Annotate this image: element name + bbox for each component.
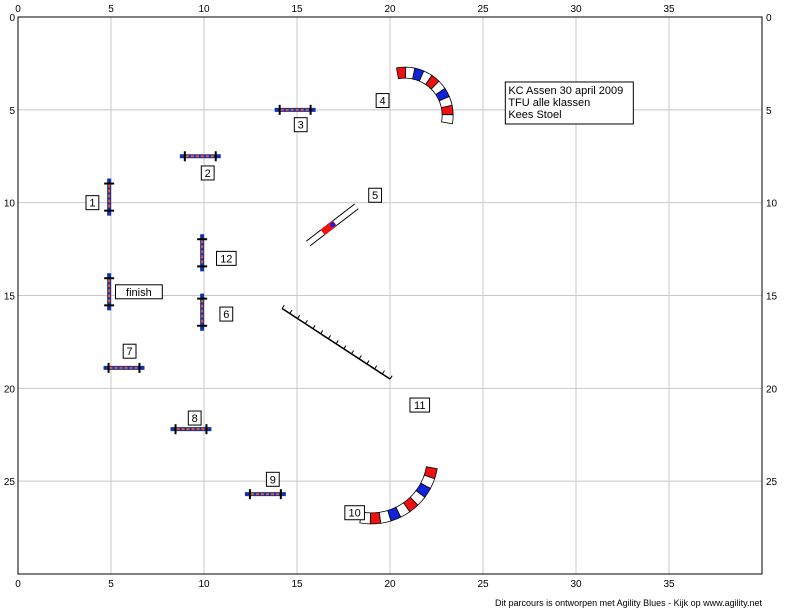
hurdle-6 xyxy=(197,293,208,331)
hurdle-label-12: 12 xyxy=(216,250,237,266)
x-tick-label-top: 30 xyxy=(570,4,582,15)
x-tick-label-top: 5 xyxy=(108,4,114,15)
y-tick-label-right: 10 xyxy=(766,199,778,210)
y-tick-label-left: 0 xyxy=(9,13,15,24)
x-tick-label-bottom: 30 xyxy=(570,579,582,590)
hurdle-8 xyxy=(170,424,212,435)
svg-text:7: 7 xyxy=(127,346,133,358)
hurdle-12 xyxy=(197,234,208,272)
x-tick-label-top: 25 xyxy=(477,4,489,15)
hurdle-3 xyxy=(274,104,316,115)
obstacle-11 xyxy=(281,304,393,380)
y-tick-label-right: 5 xyxy=(766,106,772,117)
hurdle-label-1: 1 xyxy=(85,195,100,211)
y-tick-label-right: 0 xyxy=(766,13,772,24)
y-tick-label-right: 15 xyxy=(766,292,778,303)
svg-text:4: 4 xyxy=(379,96,385,108)
y-tick-label-right: 25 xyxy=(766,477,778,488)
hurdle-finish xyxy=(104,273,115,311)
x-tick-label-bottom: 20 xyxy=(384,579,396,590)
svg-text:finish: finish xyxy=(126,287,152,299)
tunnel-label-4: 4 xyxy=(375,93,390,109)
y-tick-label-left: 15 xyxy=(4,292,16,303)
x-tick-label-top: 15 xyxy=(291,4,303,15)
svg-text:10: 10 xyxy=(349,508,361,520)
hurdle-2 xyxy=(179,151,221,162)
hurdle-label-2: 2 xyxy=(200,165,215,181)
y-tick-label-left: 25 xyxy=(4,477,16,488)
x-tick-label-top: 10 xyxy=(198,4,210,15)
obstacle-label-11: 11 xyxy=(409,397,431,413)
x-tick-label-bottom: 15 xyxy=(291,579,303,590)
info-box-line: KC Assen 30 april 2009 xyxy=(508,85,623,97)
svg-text:1: 1 xyxy=(89,198,95,210)
svg-text:12: 12 xyxy=(220,253,232,265)
info-box-line: TFU alle klassen xyxy=(508,97,590,109)
svg-text:5: 5 xyxy=(372,190,378,202)
y-tick-label-left: 10 xyxy=(4,199,16,210)
svg-text:9: 9 xyxy=(270,474,276,486)
x-tick-label-bottom: 25 xyxy=(477,579,489,590)
info-box-line: Kees Stoel xyxy=(508,109,561,121)
footer-credit: Dit parcours is ontworpen met Agility Bl… xyxy=(495,598,762,608)
tunnel-10 xyxy=(359,466,438,525)
obstacle-label-5: 5 xyxy=(368,187,383,203)
y-tick-label-right: 20 xyxy=(766,384,778,395)
y-tick-label-left: 20 xyxy=(4,384,16,395)
y-tick-label-left: 5 xyxy=(9,106,15,117)
hurdle-7 xyxy=(103,362,145,373)
svg-text:3: 3 xyxy=(298,120,304,132)
svg-text:8: 8 xyxy=(192,413,198,425)
x-tick-label-top: 0 xyxy=(15,4,21,15)
svg-text:11: 11 xyxy=(414,400,425,412)
x-tick-label-bottom: 10 xyxy=(198,579,210,590)
tunnel-label-10: 10 xyxy=(344,505,365,521)
hurdle-label-9: 9 xyxy=(265,471,280,487)
hurdle-label-6: 6 xyxy=(219,306,234,322)
svg-text:2: 2 xyxy=(205,168,211,180)
course-border xyxy=(17,16,763,575)
hurdle-label-7: 7 xyxy=(122,343,137,359)
hurdle-label-3: 3 xyxy=(293,117,308,133)
hurdle-1 xyxy=(104,178,115,216)
hurdle-9 xyxy=(244,489,286,500)
x-tick-label-bottom: 5 xyxy=(108,579,114,590)
x-tick-label-bottom: 0 xyxy=(15,579,21,590)
tunnel-4 xyxy=(396,66,454,125)
x-tick-label-top: 35 xyxy=(663,4,675,15)
hurdle-label-8: 8 xyxy=(187,410,202,426)
x-tick-label-top: 20 xyxy=(384,4,396,15)
svg-text:6: 6 xyxy=(223,309,229,321)
x-tick-label-bottom: 35 xyxy=(663,579,675,590)
obstacle-5 xyxy=(306,203,359,247)
hurdle-label-finish: finish xyxy=(115,284,163,300)
